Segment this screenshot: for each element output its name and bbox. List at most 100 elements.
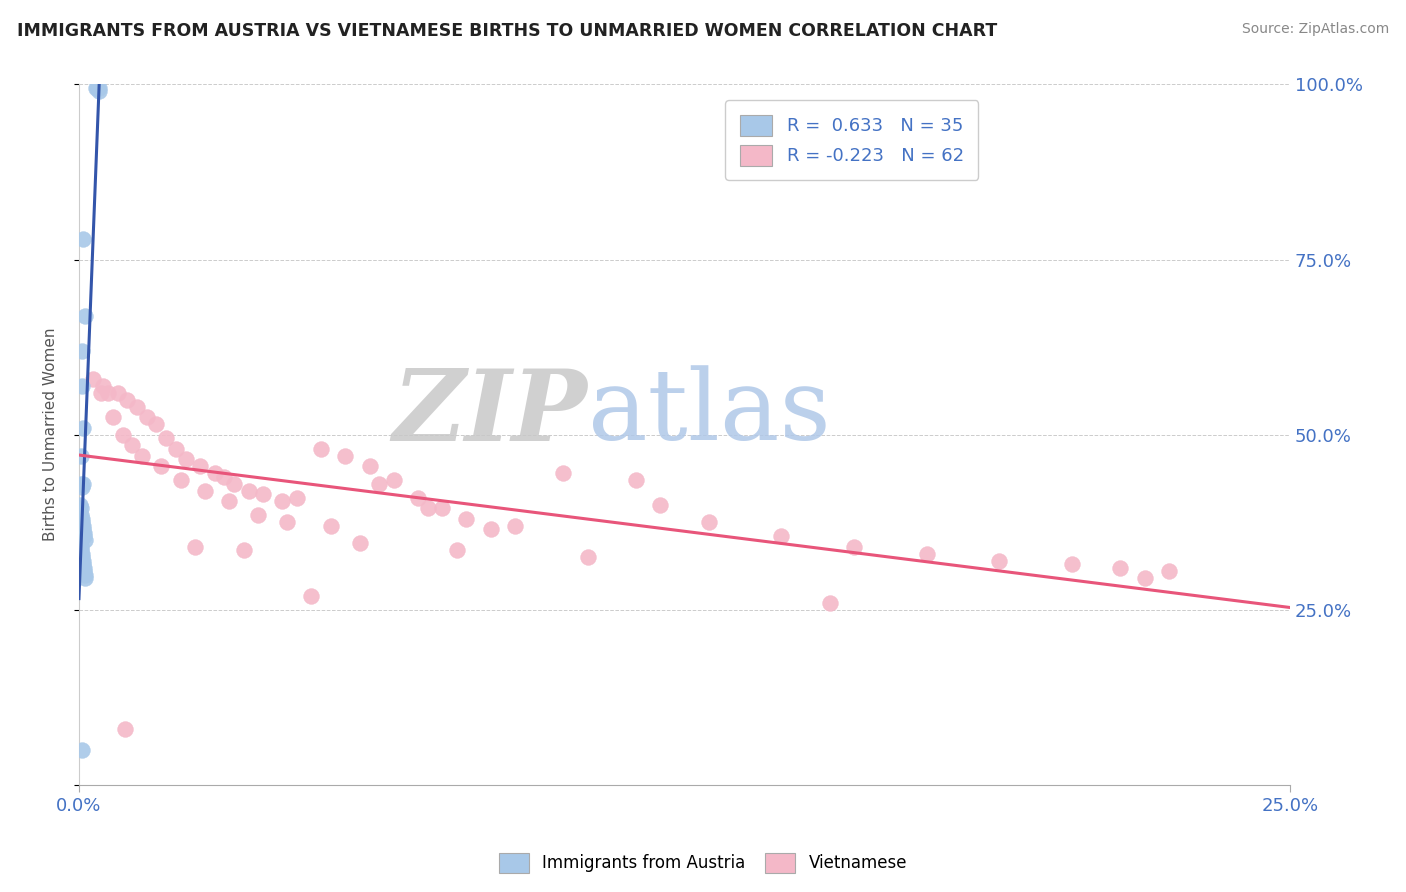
Point — [91, 378, 114, 392]
Point — [70, 476, 93, 491]
Point — [73, 529, 96, 543]
Point — [72, 515, 94, 529]
Text: ZIP: ZIP — [392, 366, 588, 462]
Point — [194, 483, 217, 498]
Point — [111, 427, 134, 442]
Point — [1133, 571, 1156, 585]
Point — [70, 540, 93, 554]
Point — [650, 498, 672, 512]
Point — [73, 533, 96, 547]
Point — [72, 378, 94, 392]
Point — [72, 522, 94, 536]
Point — [131, 449, 153, 463]
Legend: Immigrants from Austria, Vietnamese: Immigrants from Austria, Vietnamese — [492, 847, 914, 880]
Point — [252, 487, 274, 501]
Point — [842, 540, 865, 554]
Point — [72, 743, 94, 757]
Point — [70, 543, 93, 558]
Point — [70, 501, 93, 516]
Point — [135, 410, 157, 425]
Point — [915, 547, 938, 561]
Point — [770, 529, 793, 543]
Point — [406, 491, 429, 505]
Point — [576, 550, 599, 565]
Point — [107, 385, 129, 400]
Point — [73, 564, 96, 578]
Point — [101, 410, 124, 425]
Point — [72, 550, 94, 565]
Point — [72, 554, 94, 568]
Point — [73, 567, 96, 582]
Point — [818, 596, 841, 610]
Point — [446, 543, 468, 558]
Point — [247, 508, 270, 523]
Legend: R =  0.633   N = 35, R = -0.223   N = 62: R = 0.633 N = 35, R = -0.223 N = 62 — [725, 101, 979, 180]
Point — [73, 525, 96, 540]
Point — [72, 557, 94, 571]
Point — [70, 449, 93, 463]
Point — [73, 309, 96, 323]
Point — [70, 511, 93, 525]
Point — [1157, 564, 1180, 578]
Point — [349, 536, 371, 550]
Point — [624, 473, 647, 487]
Point — [1109, 560, 1132, 574]
Point — [479, 522, 502, 536]
Point — [319, 518, 342, 533]
Point — [276, 515, 298, 529]
Point — [70, 480, 93, 494]
Y-axis label: Births to Unmarried Women: Births to Unmarried Women — [44, 328, 58, 541]
Point — [218, 494, 240, 508]
Text: Source: ZipAtlas.com: Source: ZipAtlas.com — [1241, 22, 1389, 37]
Point — [87, 85, 110, 99]
Point — [184, 540, 207, 554]
Point — [155, 431, 177, 445]
Point — [232, 543, 254, 558]
Point — [416, 501, 439, 516]
Point — [432, 501, 454, 516]
Point — [70, 547, 93, 561]
Point — [214, 469, 236, 483]
Point — [503, 518, 526, 533]
Point — [697, 515, 720, 529]
Point — [359, 459, 381, 474]
Point — [150, 459, 173, 474]
Point — [238, 483, 260, 498]
Point — [222, 476, 245, 491]
Point — [70, 343, 93, 358]
Point — [204, 466, 226, 480]
Point — [188, 459, 211, 474]
Point — [114, 722, 136, 736]
Point — [456, 511, 478, 525]
Point — [335, 449, 357, 463]
Point — [170, 473, 193, 487]
Text: atlas: atlas — [588, 366, 831, 461]
Point — [368, 476, 391, 491]
Point — [72, 518, 94, 533]
Point — [271, 494, 294, 508]
Point — [1060, 557, 1083, 571]
Point — [72, 420, 94, 434]
Point — [70, 508, 93, 523]
Point — [97, 385, 120, 400]
Point — [174, 452, 197, 467]
Point — [309, 442, 332, 456]
Point — [117, 392, 139, 407]
Point — [285, 491, 308, 505]
Point — [165, 442, 187, 456]
Text: IMMIGRANTS FROM AUSTRIA VS VIETNAMESE BIRTHS TO UNMARRIED WOMEN CORRELATION CHAR: IMMIGRANTS FROM AUSTRIA VS VIETNAMESE BI… — [17, 22, 997, 40]
Point — [382, 473, 405, 487]
Point — [121, 438, 143, 452]
Point — [145, 417, 167, 431]
Point — [125, 400, 148, 414]
Point — [553, 466, 575, 480]
Point — [82, 371, 104, 385]
Point — [69, 536, 91, 550]
Point — [89, 81, 111, 95]
Point — [988, 554, 1011, 568]
Point — [86, 81, 108, 95]
Point — [72, 476, 94, 491]
Point — [90, 385, 112, 400]
Point — [301, 589, 323, 603]
Point — [69, 498, 91, 512]
